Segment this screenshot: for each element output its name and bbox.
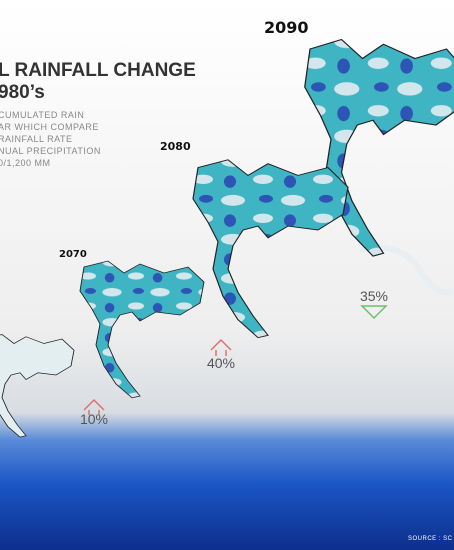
description-line: AR WHICH COMPARE xyxy=(0,122,99,132)
source: SOURCE : SC xyxy=(408,536,453,542)
year-label: 2090 xyxy=(264,18,309,37)
title-line: L RAINFALL CHANGE xyxy=(0,60,196,81)
description-line: 0/1,200 MM xyxy=(0,158,51,168)
change-label: 10% xyxy=(80,411,108,427)
year-label: 2080 xyxy=(160,140,191,153)
description-line: NUAL PRECIPITATION xyxy=(0,146,101,156)
change-label: 40% xyxy=(207,355,235,371)
change-label: 35% xyxy=(360,288,388,304)
up-arrow xyxy=(83,398,105,415)
title-line: 980’s xyxy=(0,82,45,103)
description-line: CUMULATED RAIN xyxy=(0,110,84,120)
up-arrow xyxy=(210,338,232,356)
down-arrow xyxy=(360,305,388,320)
river xyxy=(359,244,454,296)
description-line: RAINFALL RATE xyxy=(0,134,73,144)
year-label: 2070 xyxy=(59,249,87,260)
